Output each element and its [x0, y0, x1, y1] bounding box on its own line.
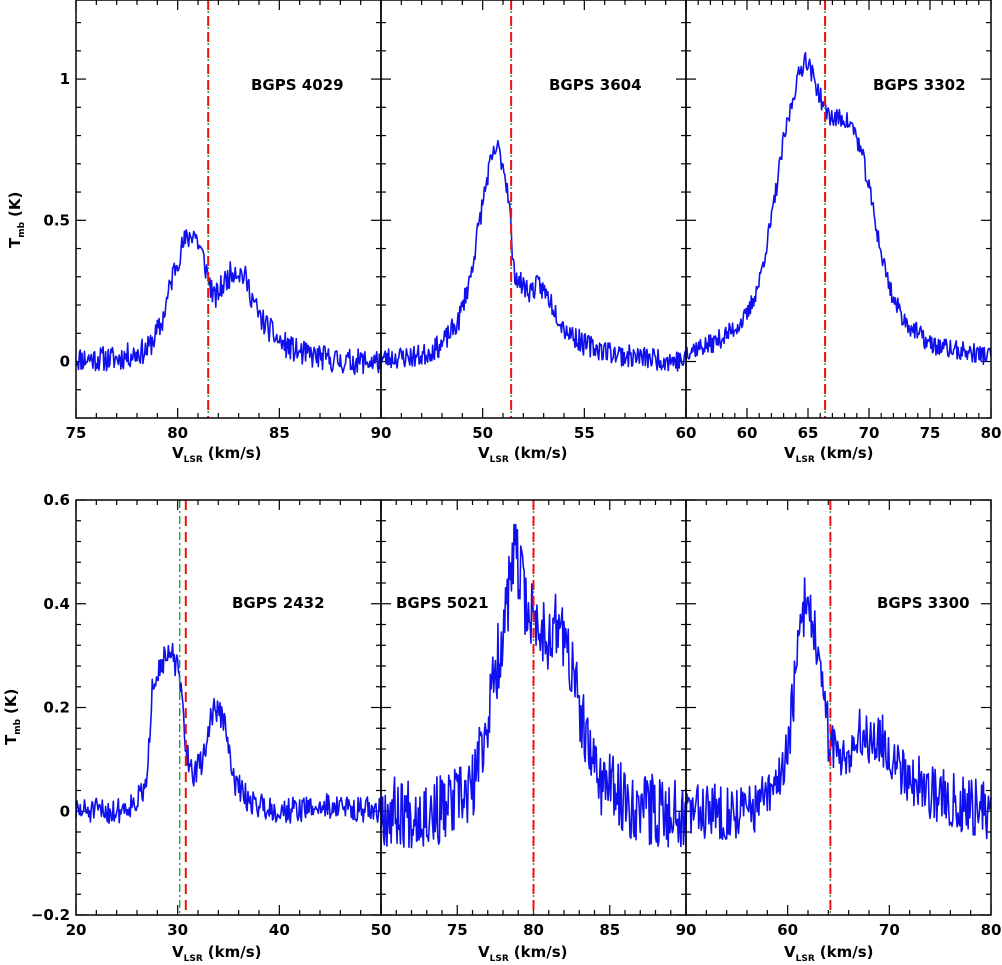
panel-bgps-5021: 75 80 85 90 BGPS 5021 [380, 499, 697, 939]
y-tick-label: 0.5 [43, 211, 70, 229]
spectrum-trace [75, 229, 382, 375]
panel-ticks: 60 65 70 75 80 [685, 0, 1002, 442]
panel-label: BGPS 4029 [251, 76, 344, 94]
x-axis-label: VLSR (km/s) [478, 943, 568, 964]
panel-bgps-3604: 50 55 60 BGPS 3604 [380, 0, 697, 442]
x-tick-label: 50 [472, 424, 493, 442]
x-axis-label: VLSR (km/s) [172, 943, 262, 964]
x-tick-label: 80 [523, 921, 544, 939]
x-tick-label: 50 [371, 921, 392, 939]
spectrum-trace [380, 139, 687, 372]
spectrum-line [685, 577, 992, 840]
spectrum-line [685, 51, 992, 366]
panel-label: BGPS 3300 [877, 594, 970, 612]
panel-label: BGPS 2432 [232, 594, 325, 612]
x-tick-label: 75 [920, 424, 941, 442]
x-tick-label: 80 [167, 424, 188, 442]
y-tick-label: 0.6 [43, 491, 70, 509]
panel-bgps-3302: 60 65 70 75 80 BGPS 3302 [685, 0, 1002, 442]
x-tick-label: 75 [447, 921, 468, 939]
x-tick-label: 80 [981, 424, 1002, 442]
x-tick-label: 20 [66, 921, 87, 939]
velocity-markers [179, 500, 187, 915]
x-axis-labels: VLSR (km/s) VLSR (km/s) VLSR (km/s) VLSR (km… [172, 444, 874, 964]
spectrum-line [75, 642, 382, 825]
x-tick-label: 80 [981, 921, 1002, 939]
panel-label: BGPS 3604 [549, 76, 642, 94]
x-tick-label: 70 [859, 424, 880, 442]
spectrum-line [75, 229, 382, 375]
x-tick-label: 30 [167, 921, 188, 939]
y-tick-label: 0.4 [43, 595, 70, 613]
panel-ticks: 50 55 60 [380, 0, 697, 442]
y-tick-label: 1 [60, 70, 70, 88]
panel-frame [685, 0, 992, 419]
x-tick-label: 60 [737, 424, 758, 442]
x-axis-label: VLSR (km/s) [784, 943, 874, 964]
panel-bgps-3300: 60 70 80 BGPS 3300 [685, 499, 1002, 939]
x-tick-label: 60 [777, 921, 798, 939]
y-tick-label: 0 [60, 802, 70, 820]
x-tick-label: 75 [66, 424, 87, 442]
panel-label: BGPS 3302 [873, 76, 966, 94]
y-axis-label: Tmb(K) [6, 192, 27, 248]
x-axis-label: VLSR (km/s) [172, 444, 262, 465]
y-tick-label: 0.2 [43, 699, 70, 717]
x-tick-label: 70 [879, 921, 900, 939]
x-tick-label: 85 [599, 921, 620, 939]
x-axis-label: VLSR (km/s) [784, 444, 874, 465]
panel-label: BGPS 5021 [396, 594, 489, 612]
spectrum-trace [685, 51, 992, 366]
x-axis-label: VLSR (km/s) [478, 444, 568, 465]
y-tick-label: 0 [60, 353, 70, 371]
x-tick-label: 90 [371, 424, 392, 442]
x-tick-label: 85 [269, 424, 290, 442]
x-tick-label: 90 [676, 921, 697, 939]
spectrum-line [380, 139, 687, 372]
panel-ticks: 75 80 85 90 0 0.5 1 [43, 0, 391, 442]
spectrum-trace [75, 642, 382, 825]
panel-frame [685, 499, 992, 916]
panel-frame [75, 499, 382, 916]
x-tick-label: 65 [798, 424, 819, 442]
y-axis-labels: Tmb(K) Tmb(K) [2, 192, 27, 745]
panel-ticks: 60 70 80 [685, 499, 1002, 939]
panel-bgps-2432: 20 30 40 50 −0.2 0 0.2 0.4 0.6 BGPS 2432 [31, 491, 392, 939]
spectrum-trace [685, 577, 992, 840]
panel-bgps-4029: 75 80 85 90 0 0.5 1 BGPS 4029 [43, 0, 391, 442]
x-tick-label: 60 [676, 424, 697, 442]
y-axis-label: Tmb(K) [2, 689, 23, 745]
y-tick-label: −0.2 [31, 906, 70, 924]
panel-ticks: 75 80 85 90 [380, 499, 697, 939]
x-tick-label: 40 [269, 921, 290, 939]
x-tick-label: 55 [574, 424, 595, 442]
